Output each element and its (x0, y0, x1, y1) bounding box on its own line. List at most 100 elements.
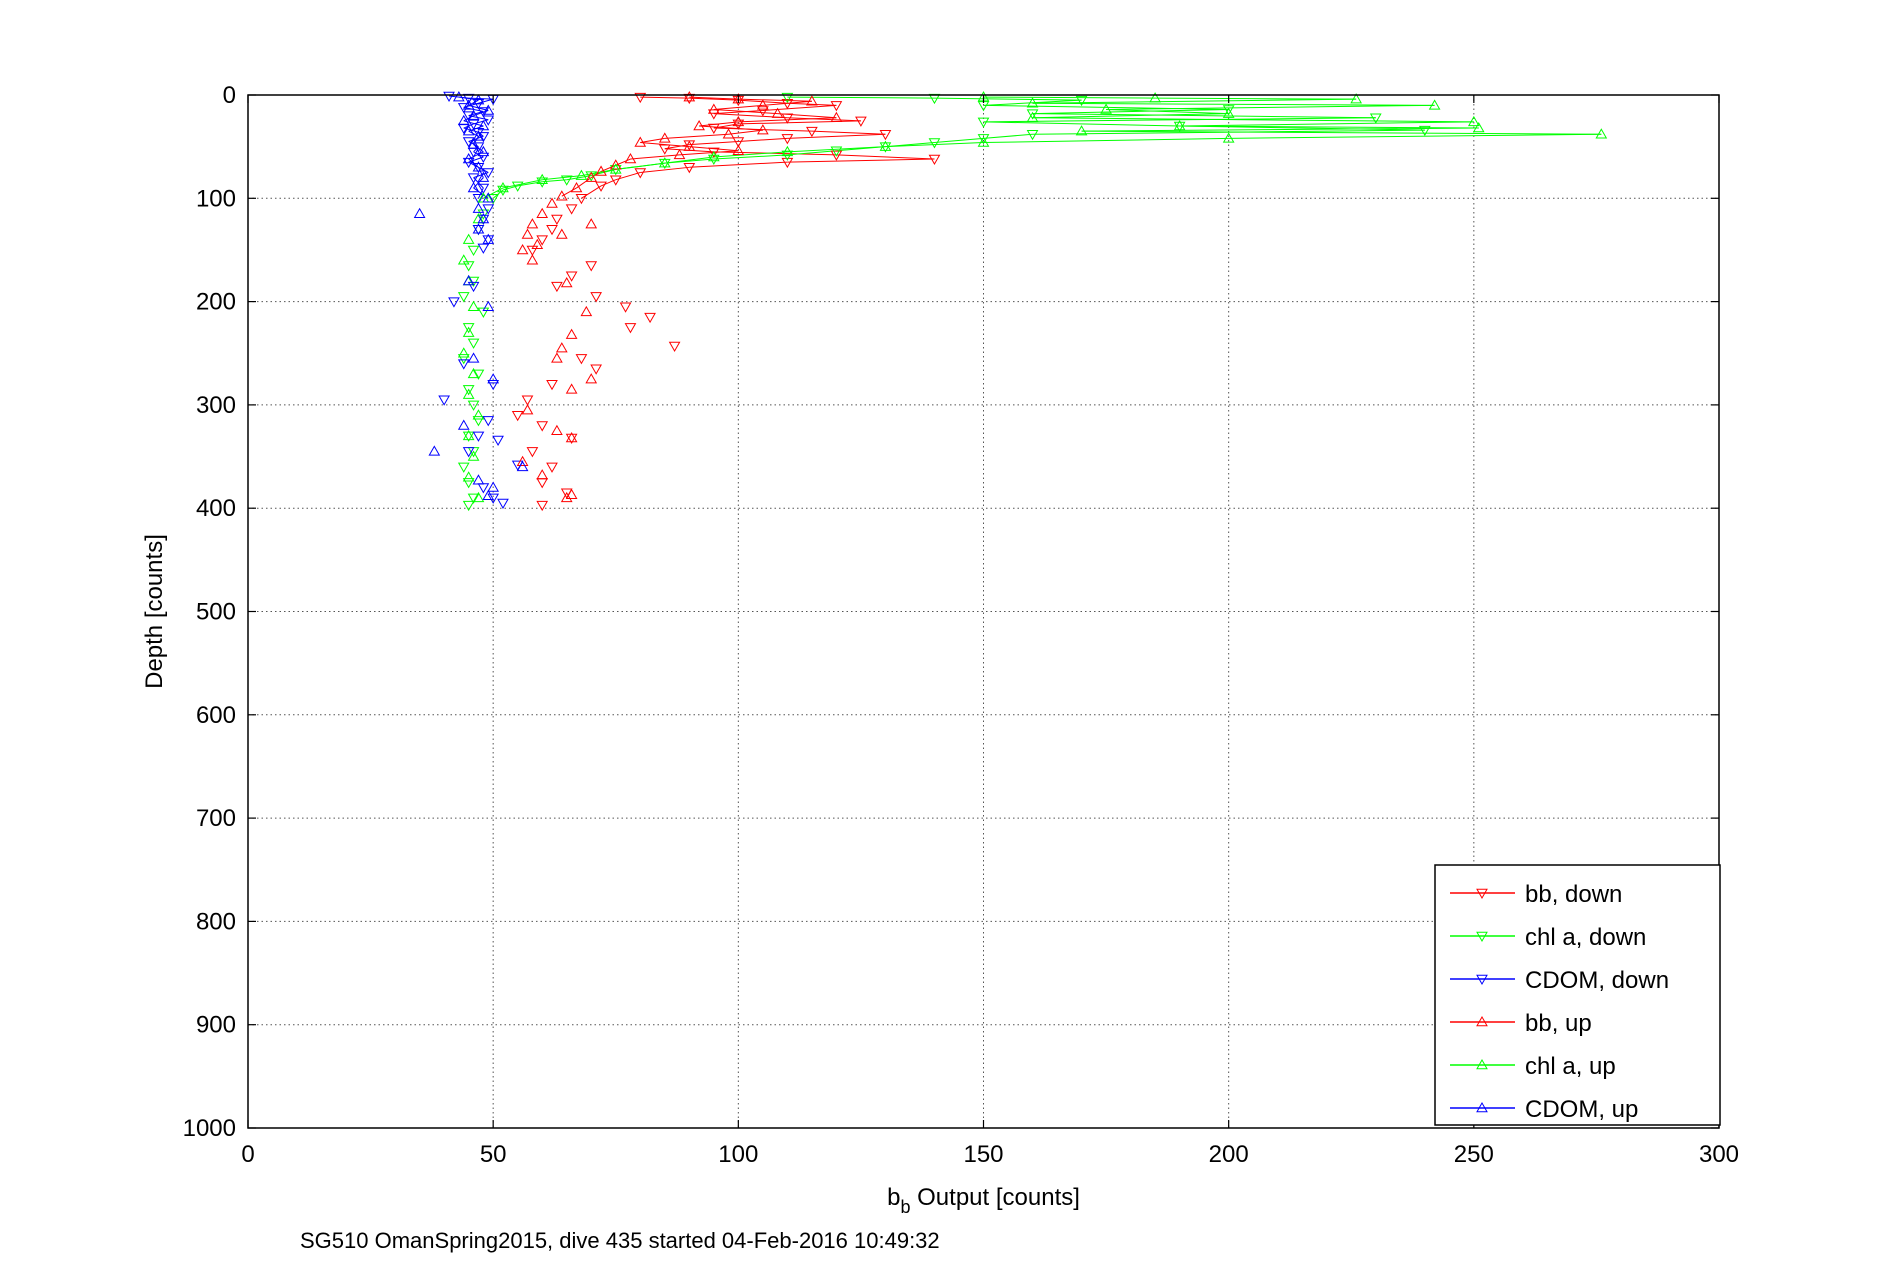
legend-label: bb, up (1525, 1010, 1592, 1037)
data-point-bb-up (551, 424, 563, 435)
series-line-bb-down (689, 161, 788, 168)
data-point-cdom-down (492, 435, 504, 447)
data-point-cdom-up (467, 181, 480, 193)
data-point-bb-down (595, 181, 607, 192)
data-point-cdom-up (457, 114, 470, 126)
series-line-bb-down (738, 137, 788, 142)
data-point-chl-a-down (977, 117, 990, 128)
data-point-chl-a-up (1026, 97, 1039, 108)
data-point-bb-up (516, 243, 529, 255)
data-point-chl-a-down (467, 400, 480, 411)
data-point-cdom-down (477, 483, 490, 494)
series-line-bb-down (664, 144, 690, 150)
data-point-cdom-up (482, 233, 495, 244)
data-point-chl-a-down (1222, 105, 1235, 116)
data-point-chl-a-down (928, 138, 941, 149)
data-point-cdom-up (482, 104, 495, 115)
data-point-cdom-down (467, 119, 480, 130)
data-point-bb-down (781, 157, 794, 169)
series-line-bb-down (787, 117, 861, 122)
data-point-bb-down (565, 204, 578, 215)
y-tick-label: 800 (196, 908, 236, 935)
series-line-chl-a-up (1106, 104, 1435, 110)
data-point-chl-a-down (462, 431, 475, 442)
data-point-chl-a-up (467, 367, 480, 379)
series-line-bb-down (836, 154, 935, 160)
legend-swatch-marker (1476, 931, 1488, 943)
series-line-bb-down (738, 99, 788, 104)
data-point-bb-up (771, 107, 784, 118)
data-point-chl-a-down (1026, 109, 1039, 120)
series-line-chl-a-up (1106, 108, 1229, 115)
data-point-cdom-down (482, 115, 495, 126)
data-point-chl-a-up (658, 157, 671, 168)
series-line-chl-a-up (1228, 133, 1602, 139)
legend-swatch-marker (1476, 1101, 1488, 1113)
data-point-cdom-down (477, 243, 490, 254)
data-point-chl-a-down (497, 185, 509, 197)
series-line-bb-up (640, 137, 665, 144)
data-point-bb-down (707, 123, 720, 135)
data-point-chl-a-down (879, 142, 892, 153)
data-point-chl-a-up (609, 163, 622, 174)
data-point-cdom-down (457, 359, 470, 370)
data-point-bb-down (585, 261, 598, 272)
series-line-bb-up (689, 96, 739, 100)
data-point-bb-up (673, 148, 686, 160)
data-point-cdom-up (477, 212, 490, 224)
data-point-bb-down (683, 163, 696, 174)
data-point-cdom-up (472, 223, 485, 234)
legend-label: chl a, up (1525, 1053, 1616, 1080)
data-point-cdom-up (472, 130, 485, 141)
data-point-chl-a-up (977, 136, 990, 147)
data-point-cdom-down (467, 281, 480, 293)
data-point-chl-a-up (467, 450, 480, 461)
data-point-bb-up (693, 119, 705, 131)
data-point-bb-down (536, 235, 549, 246)
legend-label: bb, down (1525, 881, 1622, 908)
x-tick-label: 100 (718, 1141, 758, 1168)
data-point-bb-up (531, 238, 544, 250)
data-point-chl-a-down (977, 134, 990, 145)
data-point-bb-up (521, 228, 534, 239)
legend-items: bb, down chl a, down CDOM, down bb, up chl a… (1450, 881, 1669, 1123)
data-point-bb-up (555, 342, 568, 353)
legend-swatch-marker (1476, 888, 1488, 900)
data-point-cdom-up (477, 145, 490, 157)
data-point-chl-a-up (1100, 103, 1112, 114)
data-point-bb-down (781, 134, 794, 145)
data-point-cdom-down (443, 91, 455, 103)
data-point-cdom-down (482, 235, 495, 246)
data-point-bb-down (879, 130, 892, 141)
axis-ticks (247, 94, 1720, 1129)
data-point-bb-up (546, 197, 558, 208)
y-tick-label: 700 (196, 805, 236, 832)
y-tick-label: 400 (196, 495, 236, 522)
y-axis-label: Depth [counts] (141, 534, 168, 689)
x-tick-label: 0 (241, 1141, 254, 1168)
series-line-bb-up (713, 108, 778, 115)
data-point-chl-a-down (830, 146, 843, 157)
series-line-chl-a-down (1032, 108, 1229, 115)
data-point-bb-up (565, 328, 578, 339)
data-point-chl-a-up (575, 169, 588, 180)
data-point-cdom-down (472, 163, 485, 174)
data-point-chl-a-down (560, 175, 573, 186)
data-point-bb-up (536, 207, 549, 219)
data-point-bb-up (732, 144, 745, 156)
series-line-chl-a-down (1032, 113, 1376, 119)
data-point-cdom-up (413, 207, 426, 219)
series-line-chl-a-down (983, 133, 1033, 139)
series-line-chl-a-up (542, 175, 582, 181)
data-point-cdom-down (477, 183, 490, 194)
data-point-chl-a-down (511, 181, 524, 192)
y-tick-label: 300 (196, 392, 236, 419)
data-point-cdom-down (448, 297, 460, 308)
data-point-bb-down (668, 341, 681, 353)
data-point-cdom-down (462, 111, 475, 122)
data-point-bb-up (609, 159, 622, 170)
series-line-bb-down (762, 104, 837, 111)
y-tick-label: 1000 (183, 1115, 236, 1142)
data-point-chl-a-down (1418, 125, 1431, 137)
data-point-chl-a-down (1369, 113, 1382, 124)
